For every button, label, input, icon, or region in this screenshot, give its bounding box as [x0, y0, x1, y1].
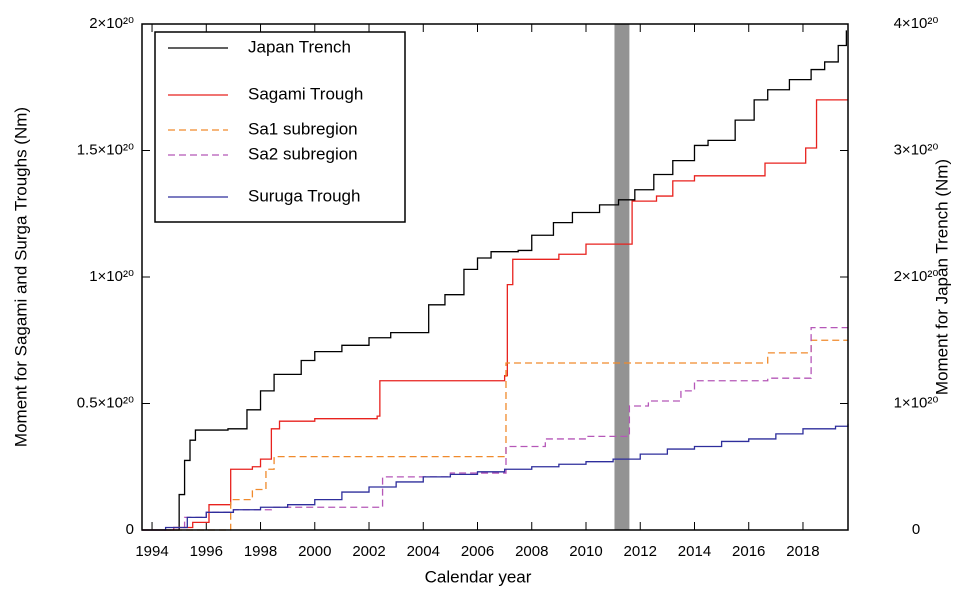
y-tick-label: 1.5×10²⁰	[77, 141, 134, 158]
x-tick-label: 2006	[461, 543, 494, 560]
x-tick-label: 1996	[190, 543, 223, 560]
x-tick-label: 2002	[352, 543, 385, 560]
legend-label: Japan Trench	[248, 37, 351, 56]
x-tick-label: 2016	[732, 543, 765, 560]
x-tick-label: 2004	[407, 543, 440, 560]
x-axis-label: Calendar year	[425, 567, 532, 586]
y-axis-label: Moment for Sagami and Surga Troughs (Nm)	[11, 107, 30, 447]
legend-label: Sa1 subregion	[248, 119, 358, 138]
y-tick-label: 0	[126, 521, 134, 538]
x-tick-label: 1998	[244, 543, 277, 560]
highlight-span	[614, 24, 630, 530]
y-tick-label: 2×10²⁰	[89, 15, 134, 32]
y2-axis-label: Moment for Japan Trench (Nm)	[932, 159, 951, 395]
legend-box	[154, 31, 406, 223]
y2-tick-label: 1×10²⁰	[894, 394, 939, 411]
legend-label: Suruga Trough	[248, 186, 360, 205]
x-tick-label: 2000	[298, 543, 331, 560]
legend-label: Sa2 subregion	[248, 144, 358, 163]
y2-tick-label: 2×10²⁰	[894, 268, 939, 285]
x-tick-label: 2018	[786, 543, 819, 560]
x-tick-label: 2010	[569, 543, 602, 560]
plot-frame	[141, 23, 849, 531]
x-tick-label: 2008	[515, 543, 548, 560]
y2-tick-label: 4×10²⁰	[894, 15, 939, 32]
y2-tick-label: 0	[912, 521, 920, 538]
series-line	[142, 99, 848, 531]
series-line	[142, 339, 848, 531]
y-tick-label: 0.5×10²⁰	[77, 394, 134, 411]
y-tick-label: 1×10²⁰	[89, 268, 134, 285]
x-tick-label: 1994	[135, 543, 168, 560]
series-line	[142, 30, 848, 531]
x-tick-label: 2012	[624, 543, 657, 560]
y2-tick-label: 3×10²⁰	[894, 141, 939, 158]
series-line	[142, 423, 849, 531]
x-tick-label: 2014	[678, 543, 711, 560]
legend-label: Sagami Trough	[248, 84, 363, 103]
